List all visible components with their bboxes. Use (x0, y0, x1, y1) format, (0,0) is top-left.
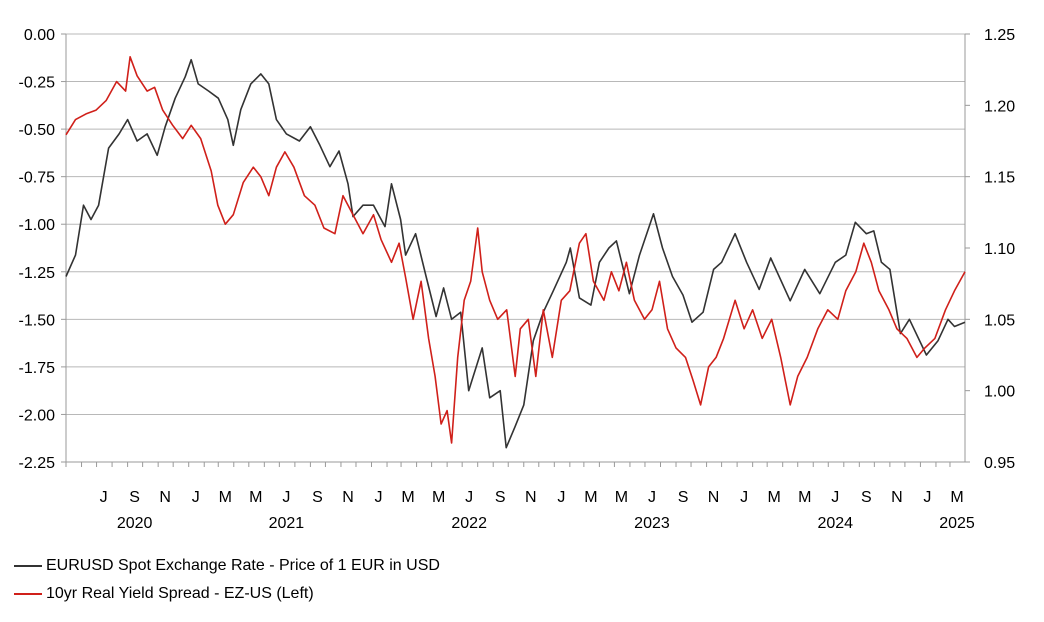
x-month-label: J (192, 489, 200, 506)
x-month-label: M (219, 489, 232, 506)
left-tick-label: -2.25 (19, 455, 56, 472)
legend-item: 10yr Real Yield Spread - EZ-US (Left) (14, 580, 440, 608)
x-year-label: 2021 (269, 515, 305, 532)
left-axis-ticks: 0.00 -0.25 -0.50 -0.75 -1.00 -1.25 -1.50 -1.75 -… (19, 27, 66, 472)
x-month-label: M (249, 489, 262, 506)
x-month-label: M (768, 489, 781, 506)
x-year-label: 2024 (817, 515, 853, 532)
x-month-label: M (615, 489, 628, 506)
x-month-label: M (401, 489, 414, 506)
right-tick-label: 1.25 (984, 27, 1015, 44)
legend-item: EURUSD Spot Exchange Rate - Price of 1 E… (14, 552, 440, 580)
x-year-label: 2025 (939, 515, 975, 532)
x-month-label: M (584, 489, 597, 506)
right-tick-label: 1.20 (984, 98, 1015, 115)
legend: EURUSD Spot Exchange Rate - Price of 1 E… (14, 552, 440, 608)
gridlines (66, 33, 965, 463)
right-tick-label: 1.05 (984, 312, 1015, 329)
right-tick-label: 1.15 (984, 170, 1015, 187)
x-month-label: S (678, 489, 689, 506)
legend-swatch-eurusd (14, 565, 42, 567)
x-month-label: S (861, 489, 872, 506)
right-tick-label: 0.95 (984, 455, 1015, 472)
x-month-label: J (100, 489, 108, 506)
x-year-label: 2023 (634, 515, 670, 532)
legend-label-real-yield-spread: 10yr Real Yield Spread - EZ-US (Left) (46, 585, 314, 602)
left-tick-label: -1.25 (19, 265, 56, 282)
x-month-label: J (740, 489, 748, 506)
left-tick-label: -0.75 (19, 170, 56, 187)
x-month-label: J (375, 489, 383, 506)
x-year-label: 2022 (451, 515, 487, 532)
axes (65, 34, 966, 463)
left-tick-label: -1.75 (19, 360, 56, 377)
x-month-label: J (557, 489, 565, 506)
right-tick-label: 1.00 (984, 384, 1015, 401)
x-month-label: J (282, 489, 290, 506)
x-month-label: M (432, 489, 445, 506)
x-month-label: N (891, 489, 903, 506)
series-lines (65, 55, 966, 449)
x-month-label: N (708, 489, 720, 506)
x-month-label: S (312, 489, 323, 506)
x-month-label: M (798, 489, 811, 506)
left-tick-label: -0.25 (19, 75, 56, 92)
x-month-label: N (159, 489, 171, 506)
left-tick-label: -1.00 (19, 217, 56, 234)
x-month-label: J (923, 489, 931, 506)
x-month-label: N (525, 489, 537, 506)
x-month-label: N (342, 489, 354, 506)
x-month-label: S (495, 489, 506, 506)
left-tick-label: 0.00 (24, 27, 55, 44)
left-tick-label: -2.00 (19, 407, 56, 424)
x-month-label: J (648, 489, 656, 506)
x-month-label: S (129, 489, 140, 506)
x-month-label: J (465, 489, 473, 506)
right-axis-ticks: 1.25 1.20 1.15 1.10 1.05 1.00 0.95 (965, 27, 1015, 472)
line-eurusd (65, 58, 966, 449)
legend-label-eurusd: EURUSD Spot Exchange Rate - Price of 1 E… (46, 557, 440, 574)
x-month-label: J (831, 489, 839, 506)
left-tick-label: -0.50 (19, 122, 56, 139)
right-tick-label: 1.10 (984, 241, 1015, 258)
line-real-yield-spread (65, 55, 966, 444)
legend-swatch-real-yield-spread (14, 593, 42, 595)
left-tick-label: -1.50 (19, 312, 56, 329)
x-year-label: 2020 (117, 515, 153, 532)
x-month-label: M (950, 489, 963, 506)
